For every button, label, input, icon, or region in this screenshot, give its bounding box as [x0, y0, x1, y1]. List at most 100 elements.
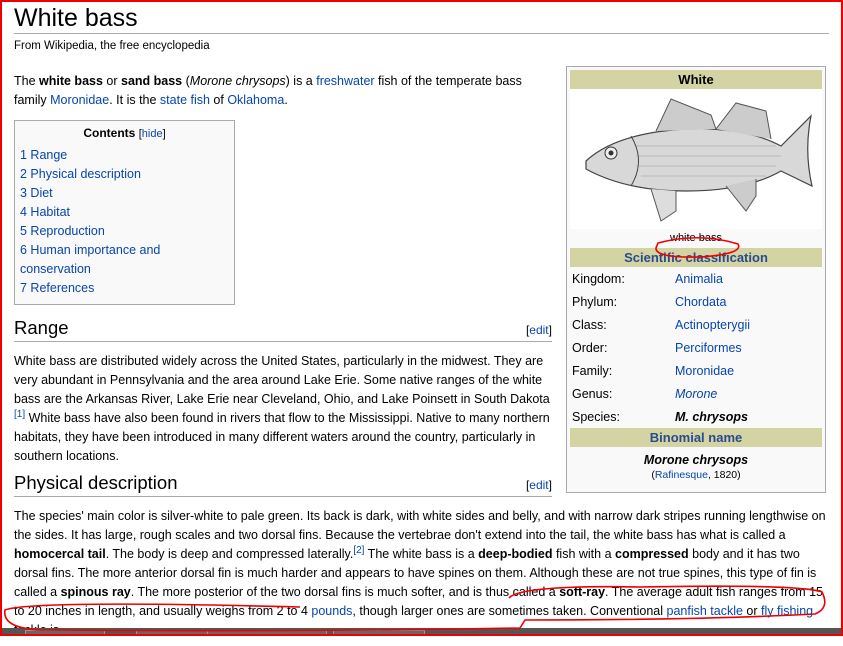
toc-item[interactable]: 7 References: [20, 281, 95, 295]
text: of: [209, 93, 228, 107]
classification-row: Genus: Morone: [570, 382, 822, 405]
text: . It is the: [109, 93, 160, 107]
site-subtitle: From Wikipedia, the free encyclopedia: [14, 40, 210, 52]
taskbar: [0, 628, 843, 636]
infobox: White white bass Scientific classificati…: [566, 66, 826, 493]
wiki-link[interactable]: pounds: [311, 604, 353, 618]
toc-item[interactable]: 3 Diet: [20, 186, 53, 200]
rank-label: Genus:: [572, 386, 613, 401]
rank-label: Family:: [572, 363, 613, 378]
classification-row: Kingdom: Animalia: [570, 267, 822, 290]
article: White bass From Wikipedia, the free ency…: [14, 0, 829, 646]
taxon-link[interactable]: Morone: [675, 386, 718, 401]
text: .: [284, 93, 288, 107]
text: or: [742, 604, 761, 618]
toc-entry: 7 References: [19, 279, 230, 298]
bold-term: homocercal tail: [14, 547, 106, 561]
toc-item[interactable]: 6 Human importance and conservation: [20, 243, 161, 276]
bold-term: deep-bodied: [478, 547, 553, 561]
bold-term: compressed: [615, 547, 689, 561]
section-paragraph: The species' main color is silver-white …: [14, 507, 829, 640]
text: The: [14, 74, 40, 88]
rank-label: Class:: [572, 317, 607, 332]
taskbar-button[interactable]: [207, 630, 327, 636]
infobox-title: White: [570, 70, 822, 89]
toc-title-text: Contents: [83, 126, 136, 140]
classification-row: Order: Perciformes: [570, 336, 822, 359]
wiki-link[interactable]: Moronidae: [50, 93, 110, 107]
bold-term: sand bass: [121, 74, 183, 88]
rank-label: Kingdom:: [572, 271, 625, 286]
section-heading: Range [edit]: [14, 317, 552, 342]
authority-link[interactable]: Rafinesque: [654, 469, 708, 481]
section-title: Range: [14, 317, 69, 338]
citation-link[interactable]: [2]: [353, 544, 365, 556]
text: , though larger ones are sometimes taken…: [352, 604, 667, 618]
edit-section: [edit]: [525, 478, 552, 492]
binomial-authority: (Rafinesque, 1820): [570, 469, 822, 489]
white-bass-illustration: [585, 98, 813, 222]
text: White bass have also been found in river…: [14, 411, 550, 463]
toc-item[interactable]: 1 Range: [20, 148, 68, 162]
paren: (: [651, 469, 655, 481]
italic-term: Morone chrysops: [189, 74, 286, 88]
bold-term: white bass: [39, 74, 103, 88]
classification-row: Class: Actinopterygii: [570, 313, 822, 336]
edit-link[interactable]: edit: [529, 323, 549, 337]
text: body and it has two dorsal fins. The mor…: [14, 547, 817, 599]
text: ) is a: [285, 74, 317, 88]
taxon-link[interactable]: Moronidae: [675, 363, 735, 378]
binomial-header: Binomial name: [570, 428, 822, 447]
citation: [2]: [353, 545, 364, 556]
toc-title: Contents [hide]: [19, 126, 230, 140]
intro-paragraph: The white bass or sand bass (Morone chry…: [14, 72, 829, 110]
toc-entry: 4 Habitat: [19, 203, 230, 222]
rank-label: Species:: [572, 409, 620, 424]
wiki-link[interactable]: Oklahoma: [227, 93, 285, 107]
species-name: M. chrysops: [675, 409, 748, 424]
toc-entry: 3 Diet: [19, 184, 230, 203]
wiki-link[interactable]: freshwater: [316, 74, 375, 88]
taskbar-button[interactable]: [333, 630, 425, 636]
toc-entry: 2 Physical description: [19, 165, 230, 184]
authority-year: , 1820): [707, 469, 741, 481]
toc-list: 1 Range 2 Physical description 3 Diet 4 Hab…: [19, 146, 230, 298]
text: The white bass is a: [364, 547, 479, 561]
classification-table: Kingdom: Animalia Phylum: Chordata Class: Act…: [570, 267, 822, 428]
rank-label: Phylum:: [572, 294, 618, 309]
classification-row: Species: M. chrysops: [570, 405, 822, 428]
taskbar-button[interactable]: [25, 630, 105, 636]
bold-term: spinous ray: [60, 585, 131, 599]
text: or: [102, 74, 121, 88]
taxon-link[interactable]: Actinopterygii: [675, 317, 751, 332]
classification-row: Phylum: Chordata: [570, 290, 822, 313]
taxon-link[interactable]: Perciformes: [675, 340, 742, 355]
text: fish with a: [552, 547, 615, 561]
section-title: Physical description: [14, 472, 178, 493]
taxon-link[interactable]: Chordata: [675, 294, 727, 309]
citation: [1]: [14, 409, 25, 420]
wiki-link[interactable]: state fish: [159, 93, 210, 107]
toc-item[interactable]: 5 Reproduction: [20, 224, 105, 238]
section-paragraph: White bass are distributed widely across…: [14, 352, 829, 466]
wiki-link[interactable]: fly fishing: [761, 604, 814, 618]
rank-label: Order:: [572, 340, 608, 355]
wiki-link[interactable]: panfish tackle: [666, 604, 743, 618]
citation-link[interactable]: [1]: [14, 408, 26, 420]
image-caption: white bass: [670, 232, 722, 244]
page-title: White bass: [14, 4, 829, 34]
text: The species' main color is silver-white …: [14, 509, 826, 542]
text: fish of the temperate bass family: [14, 74, 522, 107]
taxon-link[interactable]: Animalia: [675, 271, 723, 286]
edit-section: [edit]: [525, 323, 552, 337]
toc-entry: 6 Human importance and conservation: [19, 241, 230, 279]
fish-image[interactable]: [570, 89, 822, 229]
toc-hide-link[interactable]: hide: [141, 128, 163, 140]
text: (: [182, 74, 190, 88]
text: . The body is deep and compressed latera…: [105, 547, 354, 561]
bold-term: soft-ray: [559, 585, 606, 599]
toc-item[interactable]: 4 Habitat: [20, 205, 71, 219]
edit-link[interactable]: edit: [529, 478, 549, 492]
toc-item[interactable]: 2 Physical description: [20, 167, 141, 181]
table-of-contents: Contents [hide] 1 Range 2 Physical descri…: [14, 120, 235, 305]
